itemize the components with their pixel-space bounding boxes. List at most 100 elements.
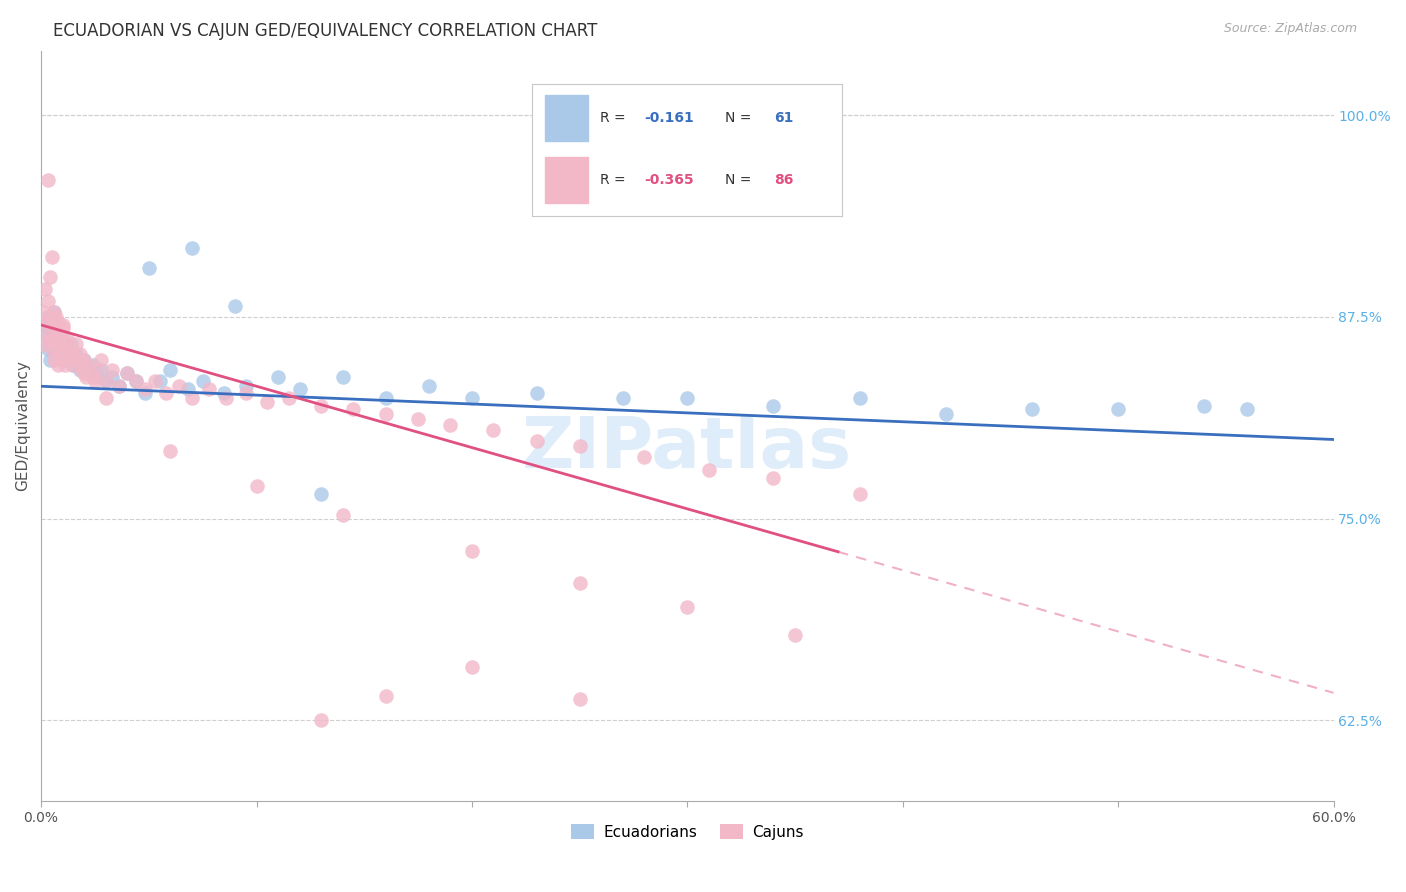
Point (86, 363, 108, 377)
Point (38, 353, 60, 368)
Point (180, 391, 202, 405)
Point (332, 369, 354, 384)
Point (77, 367, 100, 381)
Point (73, 353, 96, 368)
Point (256, 395, 278, 409)
Point (42, 305, 65, 319)
Point (45, 321, 67, 335)
Point (62, 359, 84, 373)
Point (56, 347, 79, 361)
Point (143, 375, 166, 389)
Point (633, 450, 655, 465)
Point (418, 379, 440, 393)
Point (37, 342, 59, 356)
Point (53, 334, 76, 348)
Point (52, 342, 75, 356)
Point (32, 305, 55, 319)
Point (848, 391, 870, 405)
Point (38, 269, 60, 284)
Point (70, 363, 93, 377)
Point (134, 383, 156, 397)
Point (568, 692, 591, 706)
Text: Source: ZipAtlas.com: Source: ZipAtlas.com (1223, 22, 1357, 36)
Point (439, 417, 461, 432)
Point (37, 310, 59, 324)
Point (676, 600, 699, 615)
Point (332, 508, 354, 523)
Point (245, 479, 267, 493)
Point (37, 293, 59, 308)
Point (62, 347, 84, 361)
Point (42, 334, 65, 348)
Point (309, 487, 332, 501)
Point (568, 439, 591, 453)
Point (159, 443, 181, 458)
Point (46, 337, 69, 351)
Point (94, 391, 117, 405)
Point (526, 434, 548, 449)
Point (107, 379, 129, 393)
Point (34, 331, 56, 345)
Point (60, 337, 83, 351)
Point (374, 391, 396, 405)
Point (49, 331, 72, 345)
Point (62, 359, 84, 373)
Point (935, 407, 957, 421)
Point (94, 375, 117, 389)
Point (149, 375, 172, 389)
Point (42, 331, 65, 345)
Point (46, 359, 69, 373)
Point (42, 305, 65, 319)
Point (267, 369, 290, 384)
Point (235, 385, 257, 400)
Point (38, 334, 60, 348)
Point (86, 369, 108, 384)
Point (180, 240, 202, 254)
Point (32, 318, 55, 332)
Point (762, 471, 785, 485)
Point (52, 347, 75, 361)
Point (138, 261, 160, 276)
Point (73, 367, 96, 381)
Point (34, 315, 56, 329)
Point (1194, 399, 1216, 413)
Point (60, 342, 83, 356)
Point (461, 544, 484, 558)
Point (406, 411, 429, 425)
Point (167, 379, 190, 393)
Point (94, 375, 117, 389)
Y-axis label: GED/Equivalency: GED/Equivalency (15, 360, 30, 491)
Point (82, 369, 104, 384)
Point (41, 342, 63, 356)
Point (66, 353, 89, 368)
Point (783, 628, 806, 642)
Point (676, 391, 699, 405)
Point (34, 282, 56, 296)
Point (45, 310, 67, 324)
Point (53, 353, 76, 368)
Point (107, 379, 129, 393)
Point (612, 391, 634, 405)
Point (848, 487, 870, 501)
Point (73, 353, 96, 368)
Point (461, 660, 484, 674)
Point (56, 342, 79, 356)
Point (90, 363, 112, 377)
Point (45, 342, 67, 356)
Point (41, 250, 63, 264)
Point (66, 353, 89, 368)
Point (159, 363, 181, 377)
Point (56, 331, 79, 345)
Point (1107, 401, 1129, 416)
Point (45, 342, 67, 356)
Point (155, 385, 177, 400)
Point (176, 383, 198, 397)
Point (65, 337, 87, 351)
Point (224, 299, 246, 313)
Point (37, 173, 59, 187)
Point (46, 315, 69, 329)
Point (49, 331, 72, 345)
Point (117, 367, 139, 381)
Point (134, 385, 156, 400)
Point (37, 326, 59, 340)
